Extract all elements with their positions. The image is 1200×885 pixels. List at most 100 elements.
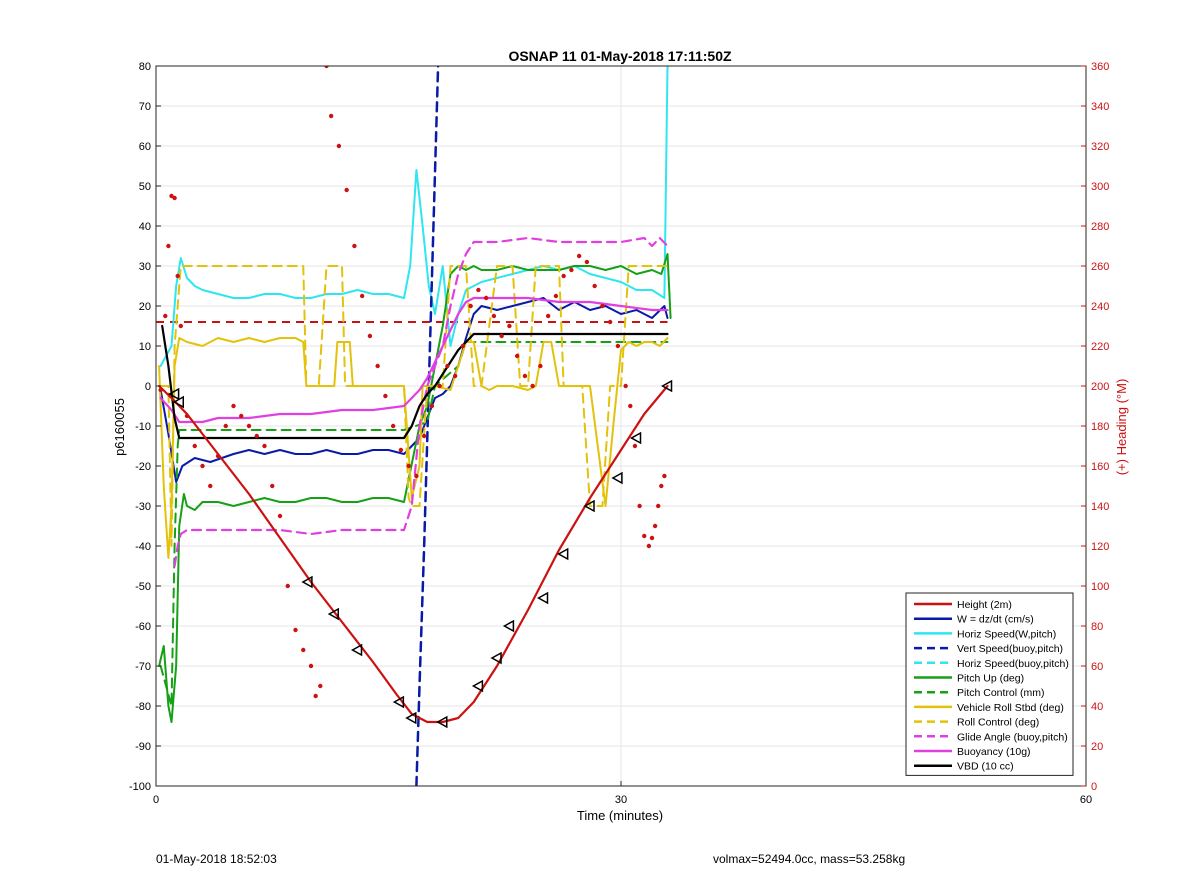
heading-point — [406, 463, 411, 469]
right-tick-label: 40 — [1091, 701, 1103, 713]
heading-point — [607, 319, 613, 325]
left-tick-label: -30 — [135, 501, 151, 513]
legend-entry: W = dz/dt (cm/s) — [957, 614, 1034, 626]
height-marker — [490, 651, 502, 665]
heading-point — [646, 543, 652, 549]
left-tick-label: -50 — [135, 581, 151, 593]
heading-point — [375, 363, 380, 369]
height-marker — [392, 695, 405, 709]
heading-point — [499, 333, 504, 339]
heading-point — [398, 447, 404, 453]
x-axis-ticks: 0 30 60 — [153, 781, 1092, 806]
heading-point — [649, 535, 655, 541]
heading-point — [530, 383, 535, 389]
heading-point — [184, 413, 190, 419]
legend-entry: Pitch Up (deg) — [957, 673, 1024, 685]
x-tick-label: 60 — [1080, 794, 1092, 806]
heading-point — [662, 473, 667, 479]
legend-entry: Height (2m) — [957, 599, 1012, 611]
height-marker — [327, 607, 339, 621]
height-marker — [301, 575, 313, 589]
left-tick-label: -60 — [135, 621, 151, 633]
heading-point — [421, 433, 427, 439]
heading-point — [561, 273, 566, 279]
heading-point — [231, 403, 236, 409]
left-tick-label: 70 — [139, 101, 151, 113]
heading-point — [200, 463, 205, 469]
heading-point — [507, 323, 512, 329]
heading-point — [538, 363, 543, 369]
series-layer — [156, 66, 672, 786]
x-axis-label: Time (minutes) — [577, 808, 663, 823]
legend-entry: Glide Angle (buoy,pitch) — [957, 731, 1068, 743]
right-tick-label: 200 — [1091, 381, 1109, 393]
right-axis-ticks: 0 20 40 60 80 100 120 140 160 180 200 220 240 260 280 3… — [1081, 61, 1109, 793]
heading-point — [246, 423, 252, 429]
footer-timestamp: 01-May-2018 18:52:03 — [156, 852, 277, 866]
right-tick-label: 100 — [1091, 581, 1109, 593]
heading-point — [522, 373, 528, 379]
heading-point — [637, 503, 642, 509]
heading-point-layer — [158, 66, 667, 699]
left-tick-label: 60 — [139, 141, 151, 153]
height-marker — [350, 643, 363, 657]
heading-point — [239, 413, 244, 419]
heading-point — [414, 473, 419, 479]
heading-point — [178, 323, 183, 329]
legend-entry: Horiz Speed(buoy,pitch) — [957, 658, 1069, 670]
heading-point — [293, 627, 298, 633]
heading-point — [308, 663, 314, 669]
heading-point — [576, 253, 582, 259]
height-marker — [557, 547, 569, 561]
right-y-axis-label: (+) Heading (°M) — [1114, 379, 1129, 476]
height-marker — [583, 499, 595, 513]
right-tick-label: 320 — [1091, 141, 1109, 153]
left-tick-label: 30 — [139, 261, 151, 273]
right-tick-label: 240 — [1091, 301, 1109, 313]
height-marker — [471, 679, 484, 693]
legend-entry: Roll Control (deg) — [957, 717, 1039, 729]
heading-point — [254, 433, 259, 439]
height-marker — [660, 379, 673, 393]
heading-point — [445, 363, 450, 369]
right-tick-label: 360 — [1091, 61, 1109, 73]
left-axis-ticks: -100-90-80-70-60-50-40-30-20-10010203040… — [129, 61, 161, 793]
heading-point — [359, 293, 365, 299]
chart-title: OSNAP 11 01-May-2018 17:11:50Z — [508, 48, 732, 64]
heading-point — [383, 393, 388, 399]
heading-point — [600, 303, 605, 309]
left-tick-label: 0 — [145, 381, 151, 393]
heading-point — [553, 293, 559, 299]
left-tick-label: -10 — [135, 421, 151, 433]
heading-point — [223, 423, 228, 429]
left-y-axis-label: p6160055 — [112, 398, 127, 456]
footer-vehicle-info: volmax=52494.0cc, mass=53.258kg — [713, 852, 906, 866]
heading-point — [328, 113, 334, 119]
heading-point — [367, 333, 373, 339]
height-marker — [168, 387, 180, 401]
heading-point — [652, 523, 658, 529]
left-tick-label: 10 — [139, 341, 151, 353]
series-line-7 — [158, 337, 669, 559]
heading-point — [163, 313, 168, 319]
heading-point — [158, 387, 163, 393]
heading-point — [352, 243, 357, 249]
right-tick-label: 220 — [1091, 341, 1109, 353]
height-marker — [436, 715, 448, 729]
heading-point — [215, 453, 221, 459]
height-marker — [629, 431, 642, 445]
series-line-10 — [159, 296, 669, 424]
right-tick-label: 80 — [1091, 621, 1103, 633]
heading-point — [623, 383, 628, 389]
heading-point — [175, 273, 180, 279]
heading-point — [277, 513, 283, 519]
legend-entry: Pitch Control (mm) — [957, 687, 1045, 699]
heading-point — [429, 403, 435, 409]
heading-point — [584, 259, 590, 265]
heading-point — [262, 443, 267, 449]
heading-point — [324, 66, 329, 69]
heading-point — [632, 443, 638, 449]
left-tick-label: -100 — [129, 781, 151, 793]
series-line-1 — [159, 297, 669, 483]
heading-point — [468, 303, 473, 309]
